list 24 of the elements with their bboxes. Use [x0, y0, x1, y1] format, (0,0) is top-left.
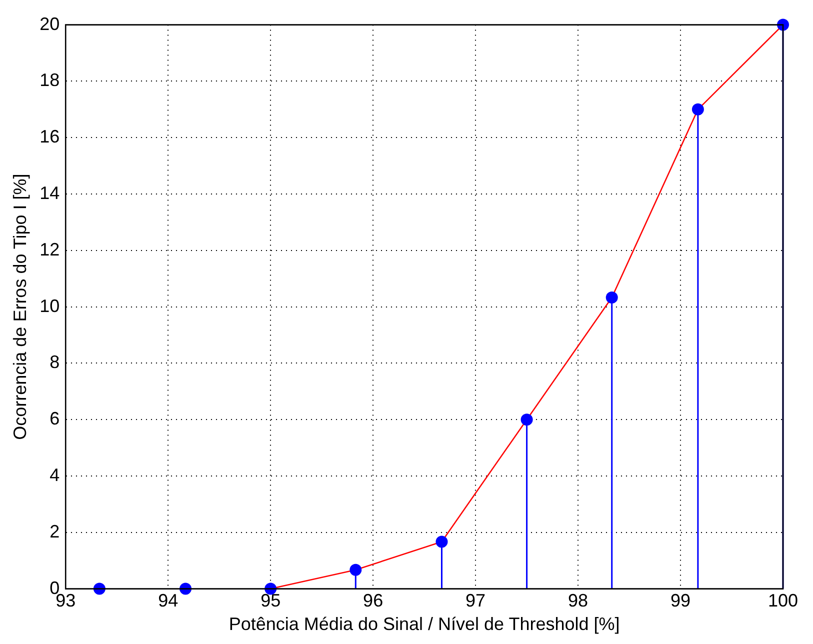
y-tick-label: 14 [40, 182, 60, 203]
x-tick-label: 96 [363, 590, 384, 611]
y-tick-label: 12 [40, 239, 60, 260]
y-tick-label: 2 [50, 521, 60, 542]
x-axis-title: Potência Média do Sinal / Nível de Threshold [%] [228, 614, 620, 634]
point [520, 414, 533, 426]
y-tick-label: 6 [50, 408, 60, 429]
y-axis-title: Ocorrencia de Erros do Tipo I [%] [10, 174, 30, 440]
y-tick-label: 16 [40, 126, 60, 147]
point [606, 291, 618, 304]
x-tick-label: 97 [466, 590, 486, 611]
y-tick-label: 8 [50, 352, 60, 372]
y-tick-label: 18 [40, 70, 60, 90]
x-tick-label: 94 [158, 590, 178, 611]
y-tick-label: 10 [40, 296, 60, 316]
point [436, 536, 448, 548]
x-tick-label: 100 [768, 590, 798, 611]
x-tick-label: 98 [568, 590, 588, 611]
x-tick-label: 99 [670, 590, 691, 611]
y-tick-label: 20 [40, 14, 60, 34]
point [692, 103, 704, 116]
y-tick-label: 4 [50, 464, 60, 485]
x-tick-label: 95 [260, 590, 281, 611]
point [350, 564, 362, 576]
